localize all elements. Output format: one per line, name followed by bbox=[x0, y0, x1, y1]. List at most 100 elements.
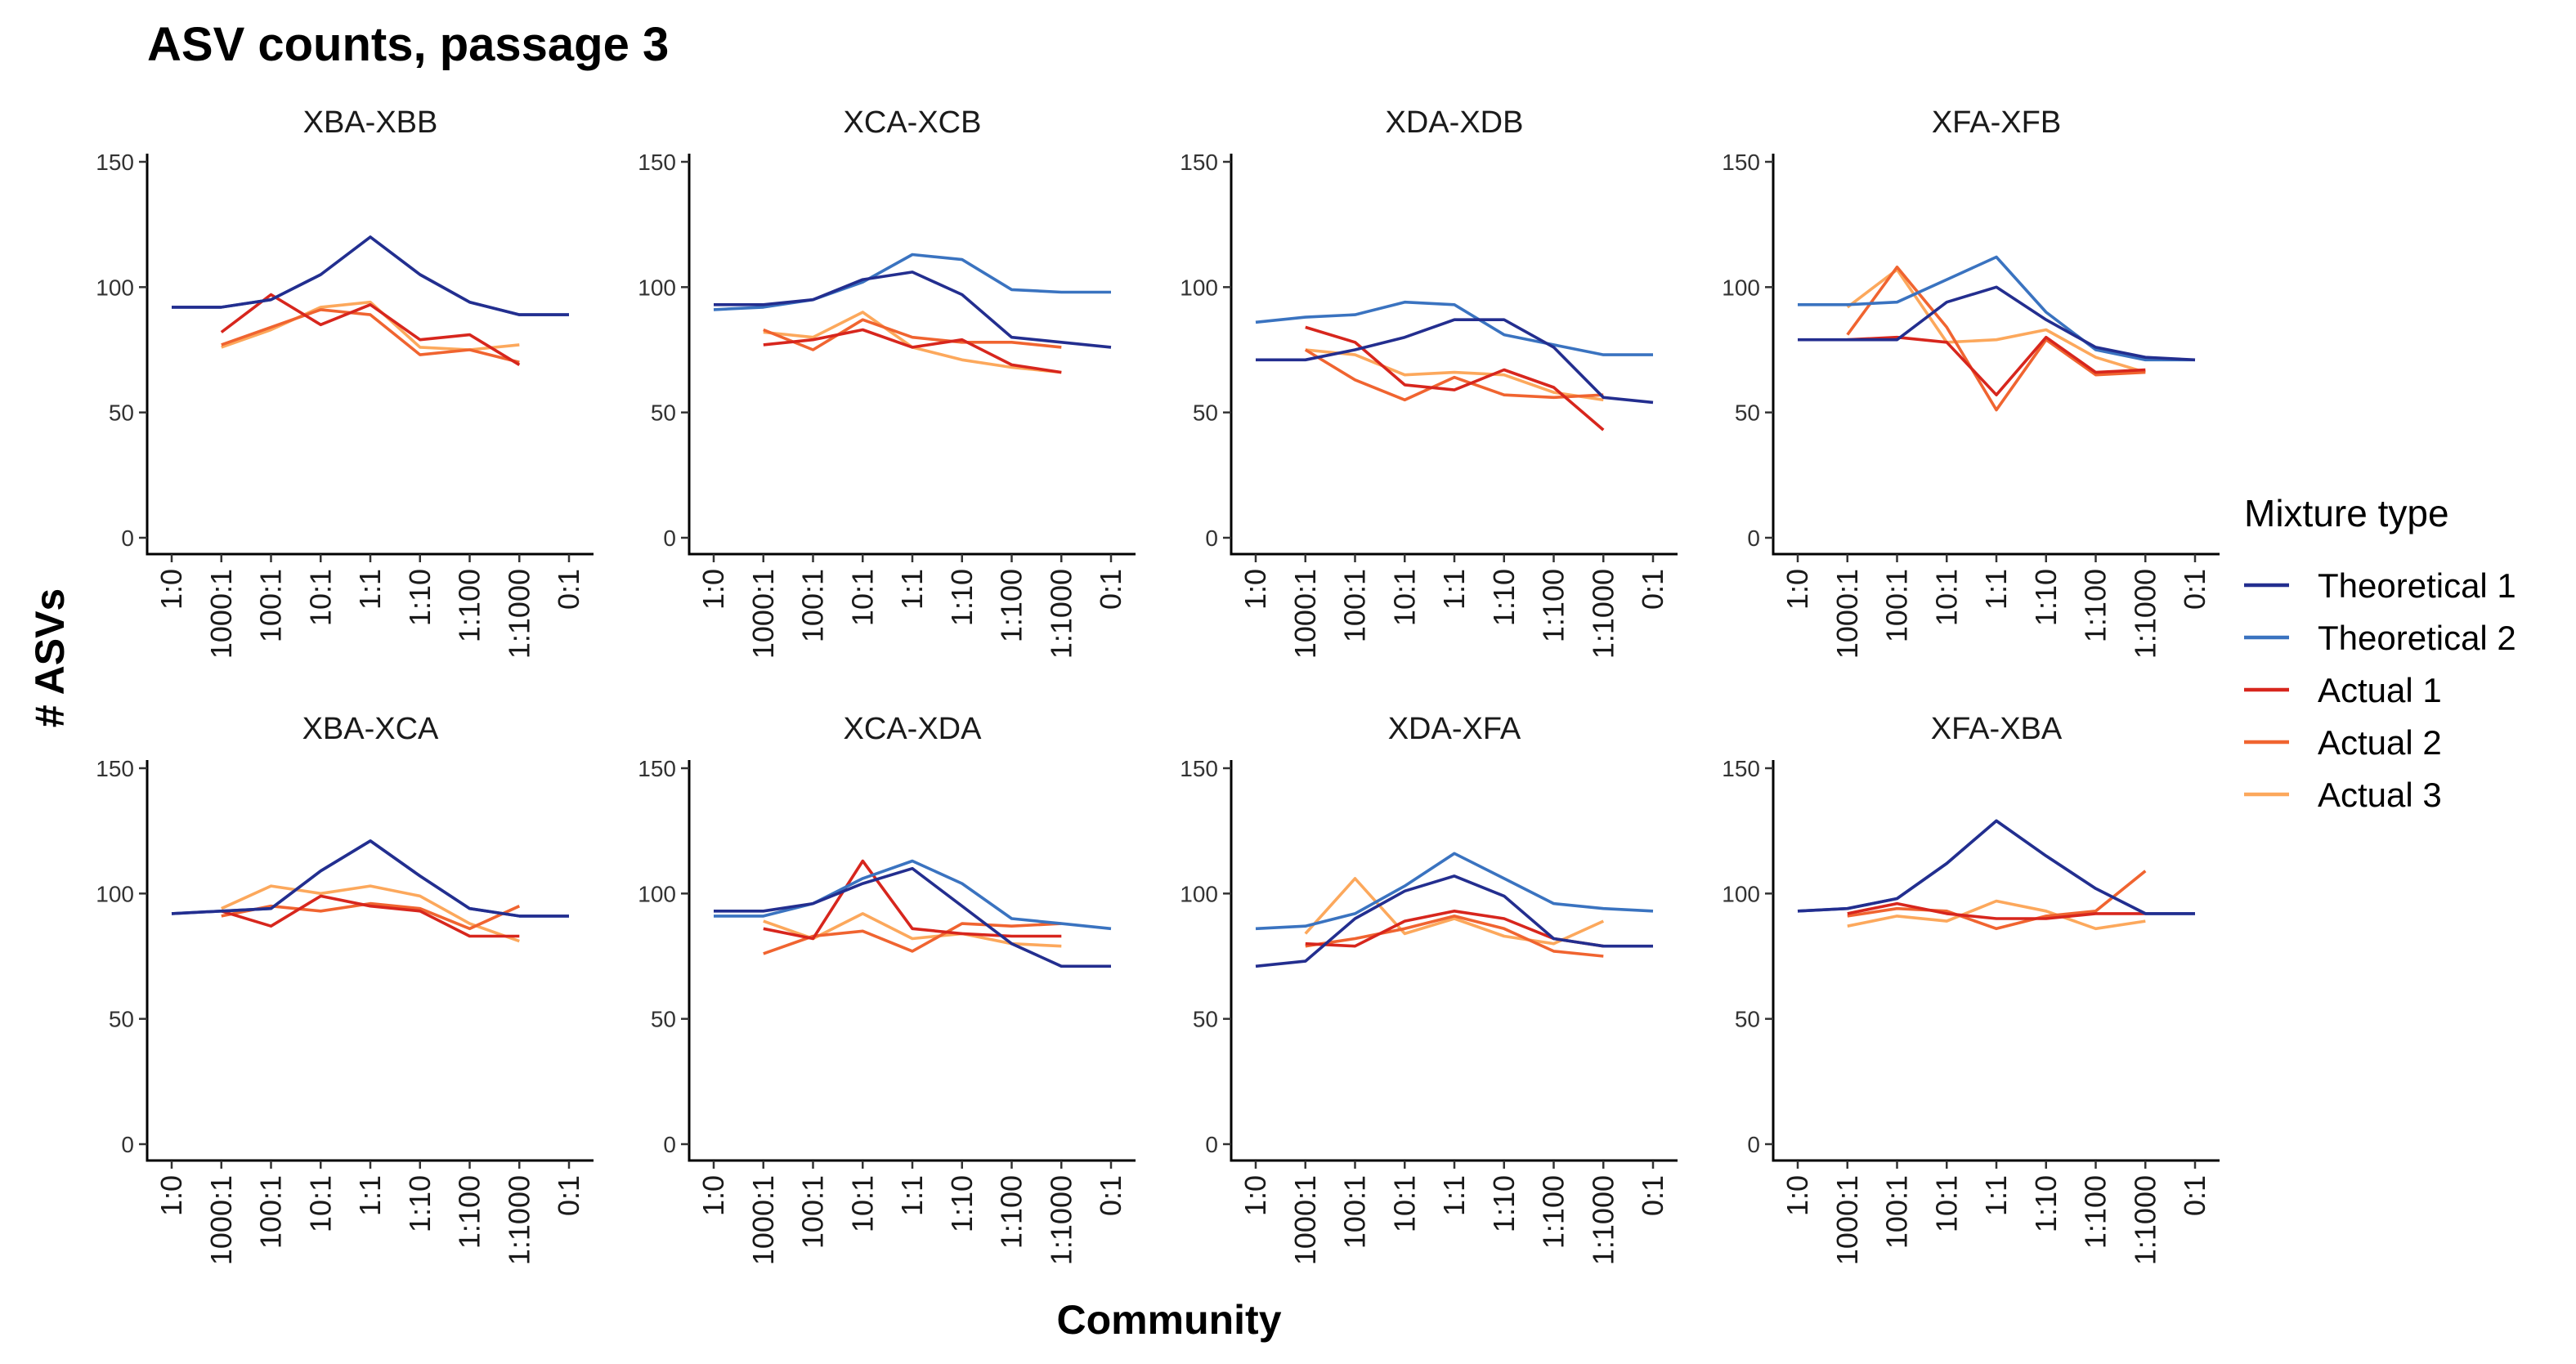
series-line-actual-1 bbox=[763, 328, 1062, 374]
y-tick-label: 50 bbox=[651, 400, 676, 426]
x-tick-label: 1:10 bbox=[403, 1175, 437, 1232]
series-line-actual-3 bbox=[1846, 268, 2146, 374]
x-tick-label: 0:1 bbox=[552, 569, 585, 610]
series-line-theoretical-2 bbox=[1798, 255, 2195, 362]
x-tick-label: 0:1 bbox=[1636, 569, 1669, 610]
legend-label: Actual 2 bbox=[2318, 723, 2442, 762]
x-tick-label: 1:1000 bbox=[1586, 569, 1620, 659]
series-line-theoretical-1 bbox=[1798, 285, 2196, 362]
legend-item-theoretical-1: Theoretical 1 bbox=[2244, 566, 2516, 605]
x-tick-label: 1:100 bbox=[1537, 1175, 1570, 1249]
x-tick-label: 1:0 bbox=[697, 1175, 730, 1216]
x-tick-label: 10:1 bbox=[1929, 1175, 1963, 1232]
x-tick-label: 1000:1 bbox=[746, 1175, 780, 1265]
series-line-actual-1 bbox=[1305, 325, 1605, 432]
x-tick-label: 1:0 bbox=[697, 569, 730, 610]
x-tick-label: 10:1 bbox=[303, 569, 337, 626]
x-tick-label: 1:1 bbox=[1437, 1175, 1471, 1216]
legend-label: Theoretical 1 bbox=[2318, 566, 2516, 605]
series-line-actual-2 bbox=[221, 901, 521, 931]
x-tick-label: 1:10 bbox=[403, 569, 437, 626]
x-tick-label: 1:10 bbox=[945, 1175, 979, 1232]
x-tick-label: 1:100 bbox=[453, 569, 486, 642]
legend-item-actual-3: Actual 3 bbox=[2244, 776, 2442, 814]
series-line-actual-3 bbox=[1847, 899, 2146, 931]
x-tick-label: 1:0 bbox=[1781, 569, 1814, 610]
chart-title: ASV counts, passage 3 bbox=[147, 18, 669, 71]
panel-title: XCA-XDA bbox=[844, 712, 983, 746]
y-tick-label: 150 bbox=[1180, 756, 1218, 781]
series-line-actual-2 bbox=[221, 308, 520, 364]
x-tick-label: 100:1 bbox=[254, 569, 288, 642]
y-tick-label: 100 bbox=[1722, 881, 1760, 906]
y-tick-label: 50 bbox=[109, 1007, 134, 1032]
x-tick-label: 100:1 bbox=[1880, 1175, 1914, 1249]
series-line-actual-1 bbox=[1847, 335, 2146, 396]
x-axis-title: Community bbox=[1057, 1297, 1282, 1343]
x-tick-label: 1:10 bbox=[2029, 569, 2063, 626]
panel-title: XCA-XCB bbox=[844, 105, 982, 140]
series-line-theoretical-1 bbox=[1797, 819, 2195, 915]
panel-xfa-xba: XFA-XBA 0 50 100 150 1:0 1000:1 100:1 10:1 1:1 1:1… bbox=[1722, 712, 2220, 1265]
series-line-theoretical-2 bbox=[1255, 852, 1654, 931]
series-line-actual-1 bbox=[763, 859, 1062, 941]
x-tick-label: 10:1 bbox=[1929, 569, 1963, 626]
panel-title: XBA-XBB bbox=[303, 105, 438, 140]
panel-xda-xdb: XDA-XDB 0 50 100 150 1:0 1000:1 100:1 10:1 1:1 1:1… bbox=[1180, 105, 1678, 659]
y-tick-label: 100 bbox=[638, 881, 676, 906]
x-tick-label: 1:0 bbox=[1239, 569, 1272, 610]
x-tick-label: 1000:1 bbox=[1830, 569, 1864, 659]
panel-xfa-xfb: XFA-XFB 0 50 100 150 1:0 1000:1 100:1 10:1 1:1 1:1… bbox=[1722, 105, 2220, 659]
x-tick-label: 1:0 bbox=[155, 569, 188, 610]
panel-title: XDA-XDB bbox=[1386, 105, 1524, 140]
x-tick-label: 100:1 bbox=[1338, 569, 1372, 642]
x-tick-label: 1000:1 bbox=[1288, 1175, 1322, 1265]
x-tick-label: 1000:1 bbox=[1288, 569, 1322, 659]
panel-xca-xcb: XCA-XCB 0 50 100 150 1:0 1000:1 100:1 10:1 1:1 1:1… bbox=[638, 105, 1136, 659]
series-line-theoretical-1 bbox=[714, 271, 1112, 349]
series-line-actual-2 bbox=[1305, 915, 1604, 958]
series-line-actual-1 bbox=[220, 293, 521, 366]
x-tick-label: 1:0 bbox=[155, 1175, 188, 1216]
x-tick-label: 1:0 bbox=[1781, 1175, 1814, 1216]
x-tick-label: 1:1 bbox=[1979, 569, 2013, 610]
y-tick-label: 150 bbox=[638, 756, 676, 781]
x-tick-label: 1:0 bbox=[1239, 1175, 1272, 1216]
x-tick-label: 100:1 bbox=[796, 569, 830, 642]
y-tick-label: 100 bbox=[1180, 881, 1218, 906]
x-tick-label: 1:10 bbox=[1487, 1175, 1521, 1232]
y-tick-label: 0 bbox=[663, 1132, 676, 1157]
x-tick-label: 0:1 bbox=[2178, 569, 2211, 610]
legend-item-actual-1: Actual 1 bbox=[2244, 671, 2442, 709]
x-tick-label: 1:100 bbox=[995, 569, 1028, 642]
x-tick-label: 1:1 bbox=[895, 1175, 929, 1216]
y-tick-label: 50 bbox=[109, 400, 134, 426]
x-tick-label: 1:1000 bbox=[1586, 1175, 1620, 1265]
x-tick-label: 1:100 bbox=[2079, 569, 2112, 642]
series-line-theoretical-1 bbox=[1256, 318, 1654, 405]
series-line-theoretical-2 bbox=[713, 253, 1111, 311]
series-line-actual-3 bbox=[221, 300, 520, 351]
y-tick-label: 0 bbox=[663, 525, 676, 551]
x-tick-label: 1:100 bbox=[453, 1175, 486, 1249]
x-tick-label: 10:1 bbox=[1387, 1175, 1421, 1232]
x-tick-label: 10:1 bbox=[303, 1175, 337, 1232]
x-tick-label: 1:1 bbox=[1979, 1175, 2013, 1216]
x-tick-label: 1000:1 bbox=[204, 1175, 238, 1265]
x-tick-label: 1:1000 bbox=[502, 569, 535, 659]
x-tick-label: 1000:1 bbox=[746, 569, 780, 659]
y-tick-label: 0 bbox=[1747, 1132, 1760, 1157]
x-tick-label: 1:10 bbox=[1487, 569, 1521, 626]
y-tick-label: 50 bbox=[1193, 1007, 1218, 1032]
x-tick-label: 1:1 bbox=[1437, 569, 1471, 610]
x-tick-label: 0:1 bbox=[2178, 1175, 2211, 1216]
series-line-actual-2 bbox=[1846, 266, 2146, 412]
y-tick-label: 100 bbox=[96, 881, 134, 906]
x-tick-label: 1:1000 bbox=[1044, 569, 1077, 659]
panel-xca-xda: XCA-XDA 0 50 100 150 1:0 1000:1 100:1 10:1 1:1 1:1… bbox=[638, 712, 1136, 1265]
x-tick-label: 0:1 bbox=[552, 1175, 585, 1216]
y-tick-label: 150 bbox=[1722, 756, 1760, 781]
panel-xba-xbb: XBA-XBB 0 50 100 150 1:0 1000:1 100:1 10:1 1:1 1:1… bbox=[96, 105, 594, 659]
x-tick-label: 0:1 bbox=[1094, 569, 1127, 610]
